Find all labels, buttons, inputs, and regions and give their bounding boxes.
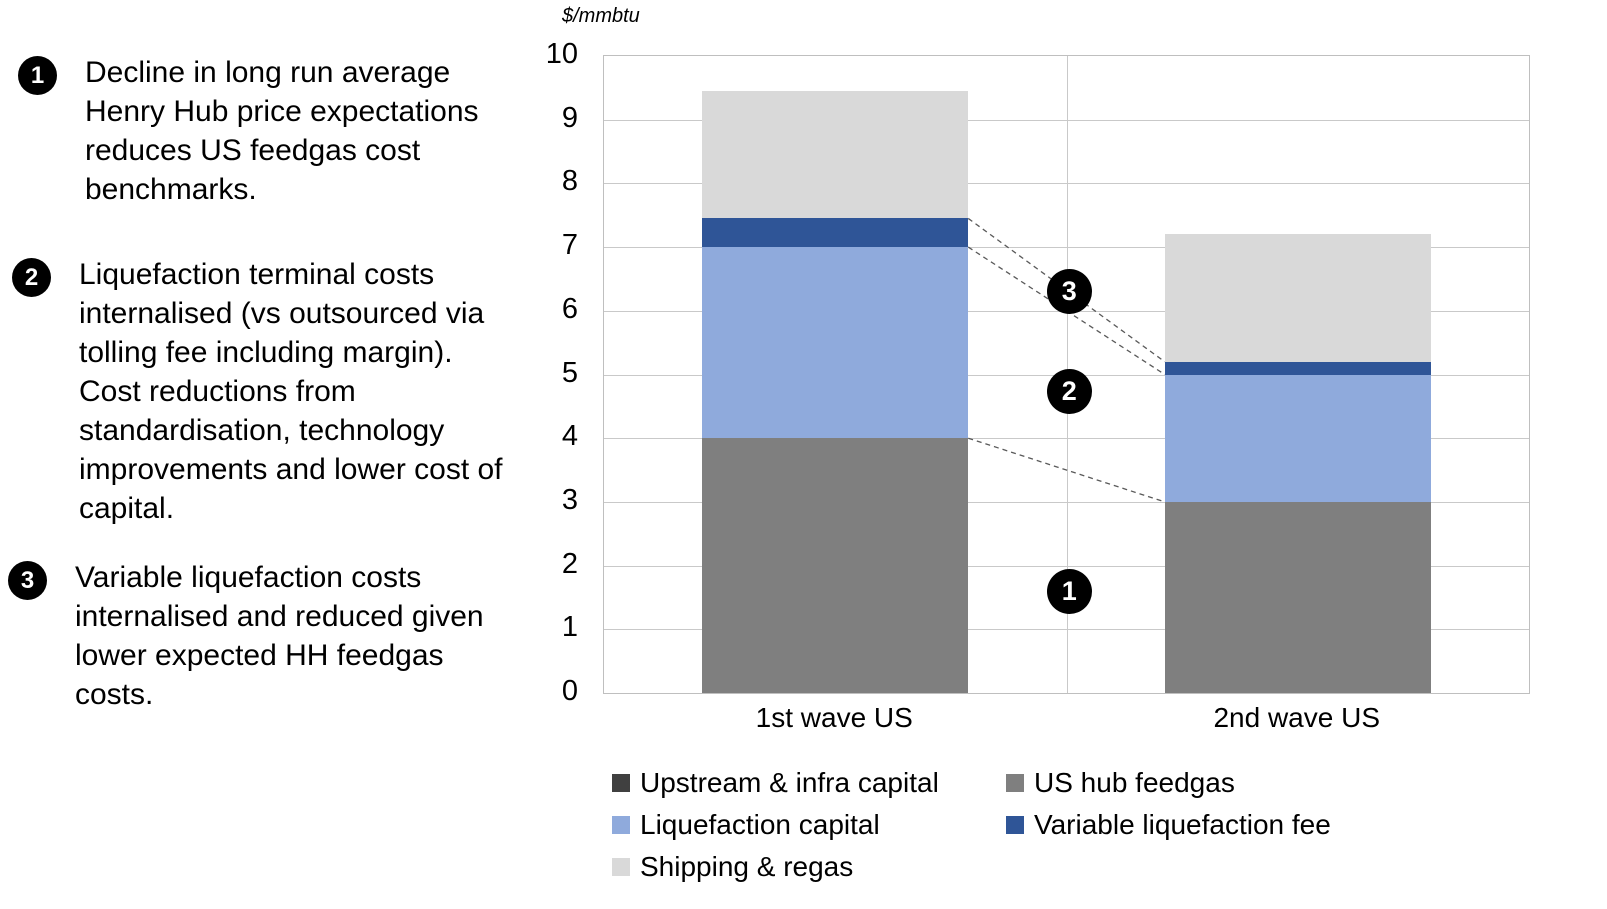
chart-number-badge-2: 2 [1046, 369, 1092, 415]
y-tick-label-4: 4 [561, 420, 578, 453]
annotation-3-number-badge: 3 [8, 561, 47, 600]
bar-segment-2nd-wave-us-us-hub-feedgas [1164, 501, 1431, 693]
legend-label-upstream-infra-capital: Upstream & infra capital [640, 766, 939, 798]
annotation-2-number-badge: 2 [12, 258, 51, 297]
legend-item-us-hub-feedgas: US hub feedgas [1006, 766, 1331, 798]
bar-segment-1st-wave-us-variable-liquefaction-fee [702, 218, 969, 248]
y-tick-label-0: 0 [561, 675, 578, 707]
x-axis-label-2nd-wave-us: 2nd wave US [1213, 702, 1381, 733]
y-tick-label-8: 8 [561, 165, 578, 198]
bar-segment-2nd-wave-us-liquefaction-capital [1164, 374, 1431, 502]
y-tick-label-10: 10 [545, 38, 578, 70]
legend-swatch-upstream-infra-capital [612, 773, 630, 792]
legend-item-shipping-regas: Shipping & regas [612, 850, 1006, 882]
y-tick-label-1: 1 [561, 611, 578, 644]
legend-item-liquefaction-capital: Liquefaction capital [612, 808, 1006, 840]
y-tick-label-5: 5 [561, 356, 578, 389]
chart-number-badge-1: 1 [1046, 568, 1092, 614]
connector-line-3 [968, 437, 1165, 503]
legend: Upstream & infra capital US hub feedgas Li… [612, 766, 1331, 882]
x-axis-label-1st-wave-us: 1st wave US [755, 702, 913, 733]
bar-segment-1st-wave-us-liquefaction-capital [702, 247, 969, 439]
y-tick-label-3: 3 [561, 483, 578, 516]
annotation-2: 2 Liquefaction terminal costs internalis… [12, 255, 521, 528]
y-tick-label-6: 6 [561, 292, 578, 325]
annotation-3-text: Variable liquefaction costs internalised… [75, 561, 484, 711]
annotation-1: 1 Decline in long run average Henry Hub … [18, 53, 527, 209]
bar-segment-1st-wave-us-us-hub-feedgas [702, 438, 969, 693]
annotation-1-number-badge: 1 [18, 56, 57, 95]
legend-item-upstream-infra-capital: Upstream & infra capital [612, 766, 1006, 798]
legend-swatch-us-hub-feedgas [1006, 773, 1024, 792]
annotation-2-text: Liquefaction terminal costs internalised… [79, 258, 503, 525]
legend-swatch-variable-liquefaction-fee [1006, 815, 1024, 834]
annotation-1-text: Decline in long run average Henry Hub pr… [85, 56, 479, 206]
y-axis-tick-labels: 0 1 2 3 4 5 6 7 8 9 10 [460, 39, 578, 706]
plot-area: 3 2 1 [603, 55, 1530, 694]
y-axis-unit-label: $/mmbtu [562, 5, 640, 27]
bar-segment-2nd-wave-us-variable-liquefaction-fee [1164, 361, 1431, 375]
bar-segment-2nd-wave-us-shipping-regas [1164, 234, 1431, 362]
chart-number-badge-3: 3 [1046, 269, 1092, 315]
legend-label-shipping-regas: Shipping & regas [640, 850, 854, 882]
legend-label-liquefaction-capital: Liquefaction capital [640, 808, 880, 840]
y-tick-label-2: 2 [561, 547, 578, 580]
bar-segment-1st-wave-us-shipping-regas [702, 91, 969, 219]
legend-swatch-liquefaction-capital [612, 815, 630, 834]
legend-swatch-shipping-regas [612, 857, 630, 876]
y-tick-label-9: 9 [561, 101, 578, 134]
legend-label-variable-liquefaction-fee: Variable liquefaction fee [1034, 808, 1331, 840]
y-tick-label-7: 7 [561, 229, 578, 262]
legend-item-variable-liquefaction-fee: Variable liquefaction fee [1006, 808, 1331, 840]
legend-label-us-hub-feedgas: US hub feedgas [1034, 766, 1235, 798]
annotation-3: 3 Variable liquefaction costs internalis… [8, 558, 517, 714]
